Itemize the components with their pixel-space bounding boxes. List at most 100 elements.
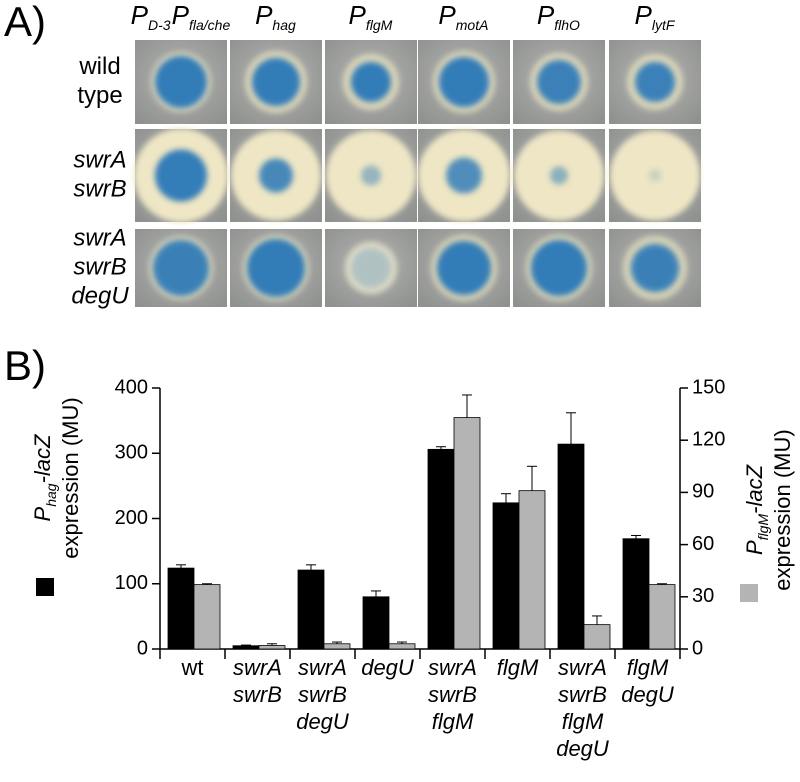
axis-label: Phag-lacZ expression (MU) <box>30 397 83 558</box>
column-label: Phag <box>255 0 297 33</box>
spacer <box>580 20 581 25</box>
axis-label-line: expression (MU) <box>770 429 795 590</box>
axis-label-line: expression (MU) <box>58 397 83 558</box>
y-tick-label: 300 <box>115 442 148 464</box>
y-tick-label: 100 <box>115 572 148 594</box>
row-label: swrB <box>73 175 126 202</box>
bar <box>492 502 520 650</box>
colony-stain <box>361 165 381 186</box>
x-tick-label: swrA <box>558 655 607 680</box>
colony-stain <box>531 240 587 296</box>
promoter-sub: hag <box>272 17 296 33</box>
bar <box>388 643 416 650</box>
panel-label: A) <box>4 0 46 45</box>
x-tick-label: swrB <box>233 682 282 707</box>
colony-stain <box>351 62 391 102</box>
legend-swatch <box>36 578 54 596</box>
axis-label-base: P <box>742 540 767 555</box>
promoter-sub: D-3 <box>148 17 171 33</box>
y-tick-label: 400 <box>115 376 148 398</box>
y2-tick-label: 150 <box>692 376 725 398</box>
colony-stain <box>439 57 489 107</box>
spacer <box>392 20 393 25</box>
bar <box>297 569 325 650</box>
colony-stain <box>247 239 305 297</box>
x-tick-label: flgM <box>627 655 669 680</box>
x-tick-label: degU <box>621 682 674 707</box>
row-label: swrB <box>73 253 126 280</box>
bar <box>193 584 221 650</box>
promoter: P <box>255 0 273 30</box>
legend-swatch <box>740 584 758 602</box>
x-tick-label: degU <box>556 736 609 761</box>
spacer <box>674 20 675 25</box>
row-label: degU <box>71 282 129 309</box>
axis-label-sub: flgM <box>755 514 771 541</box>
axis-label-line: Phag-lacZ <box>30 433 59 521</box>
colony-stain <box>649 169 661 182</box>
axis-label-line: PflgM-lacZ <box>742 463 771 555</box>
x-tick-label: degU <box>361 655 414 680</box>
promoter: P <box>172 0 190 30</box>
colony-stain <box>351 248 391 288</box>
y2-tick-label: 120 <box>692 428 725 450</box>
bar <box>258 645 286 650</box>
promoter: P <box>349 0 367 30</box>
axis-label-base: P <box>30 506 55 521</box>
y2-tick-label: 30 <box>692 585 714 607</box>
x-tick-label: swrA <box>428 655 477 680</box>
colony-stain <box>437 241 491 295</box>
panel-label: B) <box>4 342 46 389</box>
x-tick-label: swrB <box>558 682 607 707</box>
colony-stain <box>635 62 675 102</box>
colony-stain <box>153 240 209 296</box>
axis-label: PflgM-lacZ expression (MU) <box>742 429 795 590</box>
axis-label-sub: hag <box>43 483 59 507</box>
column-label: PflgM <box>349 0 394 33</box>
y-tick-label: 0 <box>137 637 148 659</box>
promoter: P <box>537 0 555 30</box>
row-label: wild <box>78 53 120 80</box>
spacer <box>230 20 231 25</box>
x-tick-label: flgM <box>497 655 539 680</box>
bar <box>362 596 390 650</box>
colony-stain <box>550 166 568 185</box>
promoter: P <box>438 0 456 30</box>
y-tick-label: 200 <box>115 507 148 529</box>
row-label: swrA <box>73 224 126 251</box>
promoter-sub: fla/che <box>189 17 230 33</box>
x-tick-label: swrB <box>428 682 477 707</box>
colony-stain <box>537 60 581 104</box>
promoter-sub: flhO <box>554 17 580 33</box>
bar <box>453 417 481 650</box>
promoter: P <box>634 0 652 30</box>
row-label: swrA <box>73 146 126 173</box>
promoter: P <box>131 0 149 30</box>
bar <box>167 567 195 650</box>
bar <box>232 645 260 650</box>
y2-tick-label: 90 <box>692 481 714 503</box>
row-label: type <box>77 82 122 109</box>
bar <box>648 584 676 650</box>
spacer <box>296 20 297 25</box>
axis-label-rest: -lacZ <box>30 433 55 483</box>
bar <box>323 643 351 650</box>
bar <box>583 624 611 650</box>
x-tick-label: swrB <box>298 682 347 707</box>
bar <box>622 538 650 650</box>
promoter-sub: flgM <box>366 17 393 33</box>
colony-stain <box>446 157 482 194</box>
column-label: PflhO <box>537 0 581 33</box>
column-label: PD-3 Pfla/che <box>131 0 232 33</box>
bar <box>427 448 455 650</box>
spacer <box>488 20 489 25</box>
colony-stain <box>252 58 300 106</box>
bar <box>518 490 546 650</box>
column-label: PmotA <box>438 0 489 33</box>
x-tick-label: flgM <box>432 709 474 734</box>
colony-stain <box>155 149 207 202</box>
axis-label-rest: -lacZ <box>742 463 767 513</box>
x-tick-label: swrA <box>233 655 282 680</box>
x-tick-label: flgM <box>562 709 604 734</box>
